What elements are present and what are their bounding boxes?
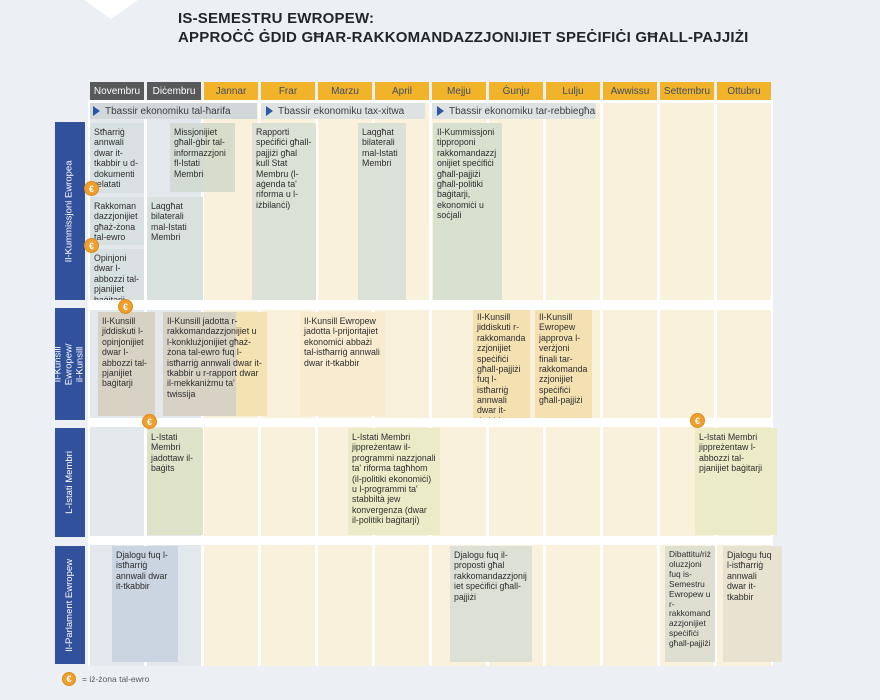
forecast-arrow-icon (266, 106, 273, 116)
row-label-council-text: Il-Kunsill Ewropew/ il-Kunsill (55, 343, 85, 385)
forecast-spring: Tbassir ekonomiku tar-rebbiegħa (437, 103, 595, 119)
activity-box-council-discusses-csr: Il-Kunsill jiddiskuti r-rakkomandazzjoni… (473, 308, 530, 418)
euro-icon: € (118, 299, 133, 314)
month-header-lulju: Lulju (546, 82, 600, 100)
month-header-novembru: Novembru (90, 82, 144, 100)
row-label-parliament: Il-Parlament Ewropew (55, 546, 85, 664)
activity-box-parliament-dialogue-ags-2: Djalogu fuq l-istħarriġ annwali dwar it-… (723, 546, 782, 662)
activity-box-commission-opinion-draft-budgets: Opinjoni dwar l-abbozzi tal-pjanijiet ba… (90, 249, 144, 300)
activity-box-european-council-endorses-csr: Il-Kunsill Ewropew japprova l-verżjoni f… (535, 308, 592, 418)
forecast-arrow-icon (437, 106, 444, 116)
activity-box-commission-proposes-csr: Il-Kummissjoni tipproponi rakkomandazzjo… (433, 123, 502, 300)
forecast-arrow-icon (93, 106, 100, 116)
activity-box-commission-annual-growth-survey: Stħarriġ annwali dwar it-tkabbir u d-dok… (90, 123, 144, 193)
row-label-council: Il-Kunsill Ewropew/ il-Kunsill (55, 308, 85, 420)
forecast-spring-label: Tbassir ekonomiku tar-rebbiegħa (449, 105, 596, 117)
forecast-winter-label: Tbassir ekonomiku tax-xitwa (278, 105, 405, 117)
forecast-winter: Tbassir ekonomiku tax-xitwa (266, 103, 404, 119)
month-header-dicembru: Diċembru (147, 82, 201, 100)
column-stripe-awwissu (603, 103, 657, 666)
month-header-settembru: Settembru (660, 82, 714, 100)
activity-box-commission-country-reports: Rapporti speċifiċi għall-pajjiżi għal ku… (252, 123, 316, 300)
activity-box-european-council-priorities: Il-Kunsill Ewropew jadotta l-prijoritaji… (300, 312, 385, 416)
month-header-mejju: Mejju (432, 82, 486, 100)
month-header-ottubru: Ottubru (717, 82, 771, 100)
month-header-frar: Frar (261, 82, 315, 100)
page-title-line2: APPROĊĊ ĠDID GĦAR-RAKKOMANDAZZJONIJIET S… (178, 28, 749, 46)
chevron-down-icon (84, 0, 138, 19)
activity-box-member-states-present-draft-budgets: L-Istati Membri jippreżentaw l-abbozzi t… (695, 428, 777, 535)
row-label-commission-text: Il-Kummissjoni Ewropea (63, 160, 75, 262)
euro-icon: € (690, 413, 705, 428)
legend-label: = iż-żona tal-ewro (82, 674, 150, 684)
row-label-commission: Il-Kummissjoni Ewropea (55, 122, 85, 300)
month-header-jannar: Jannar (204, 82, 258, 100)
row-label-member-states-text: L-Istati Membri (63, 451, 75, 514)
forecast-autumn: Tbassir ekonomiku tal-ħarifa (93, 103, 231, 119)
legend: € = iż-żona tal-ewro (62, 672, 149, 686)
row-label-member-states: L-Istati Membri (55, 428, 85, 537)
activity-box-parliament-dialogue-csr: Djalogu fuq il-proposti għal rakkomandaz… (450, 546, 532, 662)
forecast-autumn-label: Tbassir ekonomiku tal-ħarifa (105, 105, 231, 117)
activity-box-commission-bilateral-meetings-2: Laqgħat bilaterali mal-Istati Membri (358, 123, 406, 300)
euro-icon: € (84, 238, 99, 253)
euro-icon: € (62, 672, 76, 686)
month-header-april: April (375, 82, 429, 100)
activity-box-commission-bilateral-meetings-1: Laqgħat bilaterali mal-Istati Membri (147, 197, 203, 300)
page-title-line1: IS-SEMESTRU EWROPEW: (178, 10, 375, 27)
row-gap (88, 418, 773, 427)
euro-icon: € (142, 414, 157, 429)
forecast-band-spring (432, 103, 596, 119)
forecast-band-autumn (90, 103, 257, 119)
activity-box-parliament-dialogue-ags-1: Djalogu fuq l-istħarriġ annwali dwar it-… (112, 546, 178, 662)
month-header-marzu: Marzu (318, 82, 372, 100)
activity-box-council-adopts-euro-area-recommendations: Il-Kunsill jadotta r-rakkomandazzjonijie… (163, 312, 267, 416)
activity-box-member-states-present-programmes: L-Istati Membri jippreżentaw il-programm… (348, 428, 440, 535)
activity-box-member-states-adopt-budgets: L-Istati Membri jadottaw il-baġits (147, 428, 203, 535)
activity-box-commission-fact-finding-missions: Missjonijiet għall-ġbir tal-informazzjon… (170, 123, 235, 192)
month-header-gunju: Ġunju (489, 82, 543, 100)
row-label-parliament-text: Il-Parlament Ewropew (63, 558, 75, 652)
forecast-band-winter (261, 103, 425, 119)
activity-box-council-discusses-opinions: Il-Kunsill jiddiskuti l-opinjonijiet dwa… (98, 312, 155, 416)
activity-box-parliament-debate-resolution: Dibattitu/riżoluzzjoni fuq is-Semestru E… (665, 546, 715, 662)
row-gap (88, 300, 773, 310)
row-gap (88, 536, 773, 545)
page-title: IS-SEMESTRU EWROPEW: APPROĊĊ ĠDID GĦAR-R… (178, 10, 748, 48)
euro-icon: € (84, 181, 99, 196)
month-header-awwissu: Awwissu (603, 82, 657, 100)
activity-box-commission-euro-area-recommendations: Rakkomandazzjonijiet għaż-żona tal-ewro (90, 197, 144, 245)
